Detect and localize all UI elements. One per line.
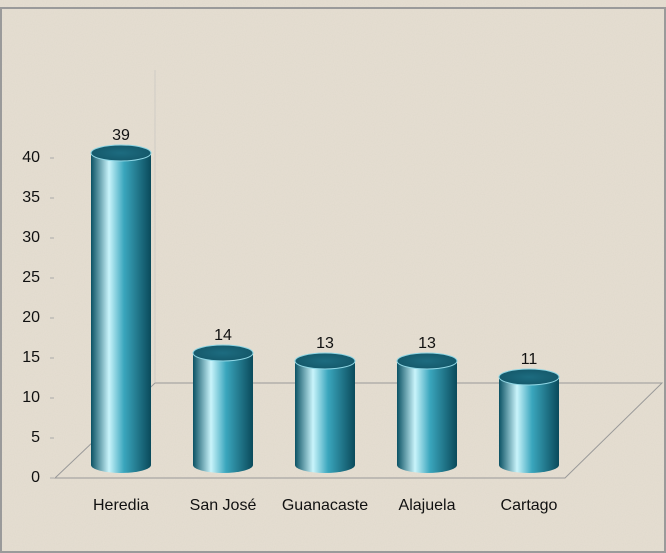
x-tick-label: Guanacaste [282, 497, 368, 514]
y-tick-label: 15 [22, 349, 40, 366]
value-label: 39 [112, 127, 130, 144]
y-tick-label: 20 [22, 309, 40, 326]
y-tick-label: 10 [22, 389, 40, 406]
x-tick-label: Cartago [501, 497, 558, 514]
x-tick-label: Heredia [93, 497, 149, 514]
y-tick-label: 35 [22, 189, 40, 206]
bar-top [498, 368, 560, 386]
x-tick-label: Alajuela [399, 497, 456, 514]
bar-top [396, 352, 458, 370]
bar [295, 361, 355, 473]
bar [91, 153, 151, 473]
y-tick-label: 5 [31, 429, 40, 446]
bar-top [90, 144, 152, 162]
value-label: 11 [521, 351, 538, 368]
bar-top [294, 352, 356, 370]
value-label: 13 [316, 335, 334, 352]
value-label: 13 [418, 335, 436, 352]
y-tick-label: 25 [22, 269, 40, 286]
y-tick-label: 40 [22, 149, 40, 166]
bar-top [192, 344, 254, 362]
frame [0, 7, 666, 553]
value-label: 14 [214, 327, 232, 344]
x-tick-label: San José [190, 497, 257, 514]
y-tick-label: 0 [31, 469, 40, 486]
bar [499, 377, 559, 473]
bar [193, 353, 253, 473]
y-tick-label: 30 [22, 229, 40, 246]
bar [397, 361, 457, 473]
